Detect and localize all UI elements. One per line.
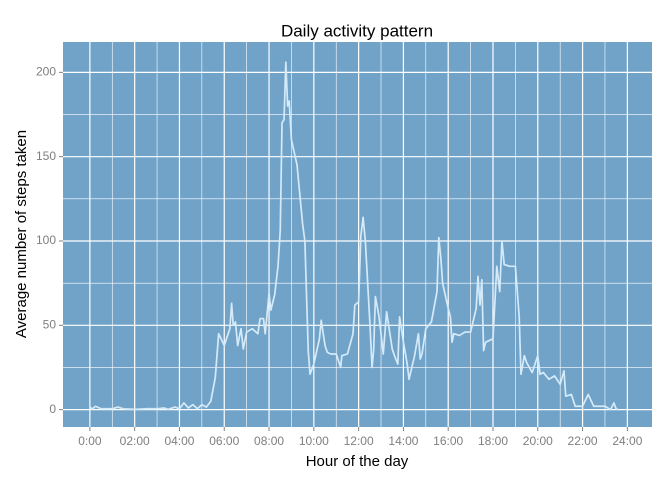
x-tick-label: 22:00 [568,434,598,448]
x-tick-label: 10:00 [299,434,329,448]
x-axis-title: Hour of the day [306,453,409,470]
x-tick-label: 08:00 [254,434,284,448]
y-tick-label: 0 [49,402,56,416]
x-tick-label: 06:00 [209,434,239,448]
y-axis-title: Average number of steps taken [13,130,30,338]
y-tick-label: 50 [43,317,57,331]
y-tick-label: 200 [36,65,56,79]
chart-title: Daily activity pattern [281,21,433,40]
data-line [89,61,619,411]
x-tick-label: 12:00 [344,434,374,448]
y-tick-label: 100 [36,233,56,247]
x-tick-label: 02:00 [120,434,150,448]
x-tick-label: 0:00 [78,434,102,448]
x-tick-label: 18:00 [478,434,508,448]
x-tick-label: 16:00 [433,434,463,448]
x-tick-label: 20:00 [523,434,553,448]
x-tick-label: 24:00 [612,434,642,448]
plot-background [63,42,652,427]
x-tick-label: 04:00 [164,434,194,448]
y-tick-label: 150 [36,149,56,163]
x-tick-label: 14:00 [388,434,418,448]
